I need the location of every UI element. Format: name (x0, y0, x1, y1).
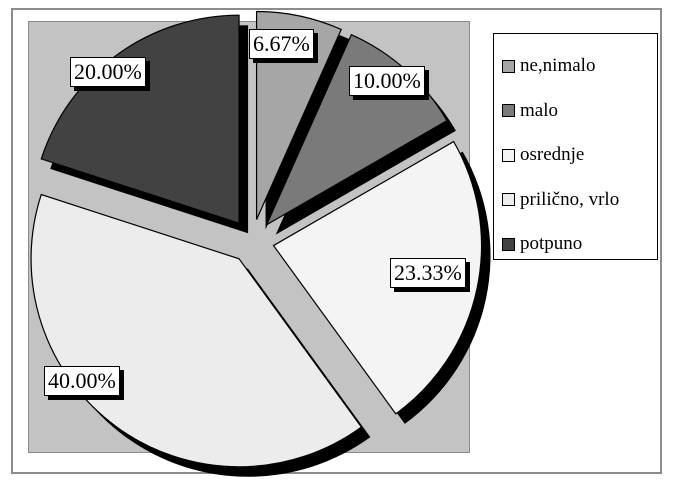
legend: ne,nimalo malo osrednje prilično, vrlo p… (493, 33, 658, 260)
legend-item-ne-nimalo: ne,nimalo (502, 44, 657, 89)
data-label-2: 23.33% (390, 258, 466, 288)
legend-label: osrednje (520, 144, 585, 166)
pie-slice-3 (30, 193, 363, 468)
legend-swatch (502, 59, 515, 73)
legend-label: potpuno (520, 233, 583, 255)
legend-label: malo (520, 99, 558, 121)
legend-item-malo: malo (502, 89, 657, 134)
legend-swatch (502, 237, 515, 251)
legend-swatch (502, 148, 515, 162)
legend-item-potpuno: potpuno (502, 222, 657, 267)
legend-item-osrednje: osrednje (502, 133, 657, 178)
pie-slice-0 (255, 10, 343, 220)
data-label-1: 10.00% (349, 66, 425, 96)
data-label-3: 40.00% (44, 366, 120, 396)
data-label-4: 20.00% (70, 57, 146, 87)
data-label-0: 6.67% (249, 29, 314, 59)
legend-item-prilicno-vrlo: prilično, vrlo (502, 178, 657, 223)
legend-swatch (502, 193, 515, 207)
legend-swatch (502, 104, 515, 118)
pie-slice-4 (40, 14, 240, 225)
legend-label: prilično, vrlo (520, 188, 620, 210)
pie-slice-2 (272, 140, 483, 415)
legend-label: ne,nimalo (520, 55, 596, 77)
